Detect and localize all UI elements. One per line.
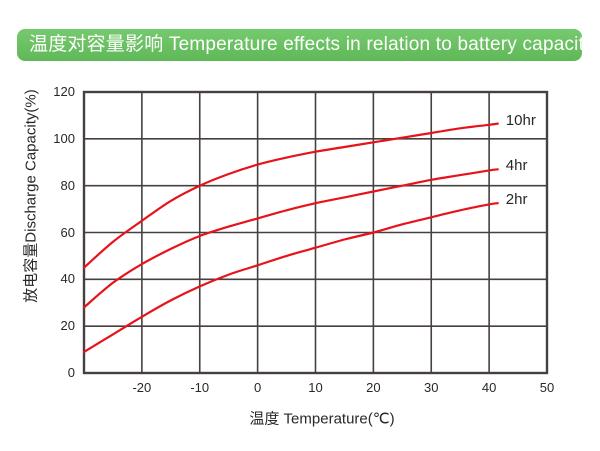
y-tick-label-0: 0	[67, 365, 75, 380]
x-tick-label-40: 40	[481, 380, 497, 395]
plot-border	[82, 90, 549, 375]
x-axis-title: 温度 Temperature(℃)	[249, 410, 395, 428]
y-tick-label-40: 40	[60, 271, 75, 287]
x-tick-label--10: -10	[190, 380, 210, 395]
x-tick-label-10: 10	[308, 380, 323, 395]
y-tick-label-120: 120	[53, 84, 75, 99]
series-label-4hr: 4hr	[505, 157, 528, 175]
series-line-2hr	[82, 202, 499, 353]
y-tick-label-60: 60	[60, 224, 75, 240]
series-label-2hr: 2hr	[505, 191, 528, 209]
x-tick-label--20: -20	[132, 380, 152, 395]
x-tick-label-50: 50	[539, 380, 555, 395]
series-line-10hr	[82, 122, 499, 269]
header-banner: 温度对容量影响 Temperature effects in relation …	[17, 29, 594, 61]
x-tick-label-30: 30	[424, 380, 439, 395]
x-tick-label-0: 0	[254, 380, 262, 395]
y-tick-label-80: 80	[60, 177, 75, 193]
series-label-10hr: 10hr	[505, 111, 536, 129]
y-tick-label-20: 20	[60, 318, 75, 334]
x-tick-label-20: 20	[366, 380, 381, 395]
y-tick-label-100: 100	[53, 130, 75, 146]
header-title: 温度对容量影响 Temperature effects in relation …	[29, 34, 594, 55]
series-line-4hr	[82, 168, 499, 309]
